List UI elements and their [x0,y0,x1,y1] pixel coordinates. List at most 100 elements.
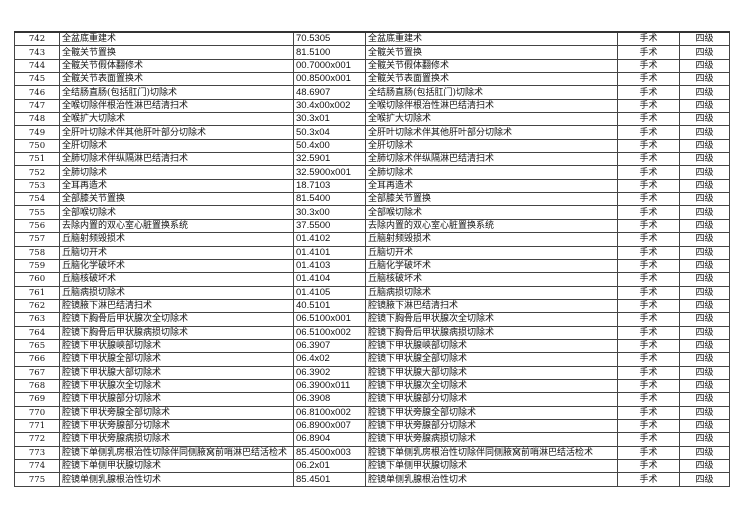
table-row: 761 丘脑病损切除术 01.4105 丘脑病损切除术 手术 四级 [14,285,730,300]
row-number-cell: 744 [14,58,60,74]
row-number-cell: 766 [14,352,60,367]
procedure-name-cell: 全髋关节假体翻修术 [59,58,294,74]
procedure-name-standard-cell: 全肝叶切除术伴其他肝叶部分切除术 [365,125,618,140]
category-cell: 手术 [617,285,680,300]
category-cell: 手术 [617,338,680,354]
level-cell: 四级 [679,178,730,194]
row-number-cell: 765 [14,338,60,354]
category-cell: 手术 [617,138,680,154]
row-number-cell: 772 [14,432,60,447]
procedure-code-cell: 01.4104 [293,272,366,287]
procedure-name-cell: 腔镜下胸骨后甲状腺次全切除术 [59,312,294,327]
procedure-name-cell: 全髋关节置换 [59,45,294,60]
level-cell: 四级 [679,245,730,260]
table-row: 771 腔镜下甲状旁腺部分切除术 06.8900x007 腔镜下甲状旁腺部分切除术 手术… [14,418,730,434]
table-row: 775 腔镜单侧乳腺根治性切术 85.4501 腔镜单侧乳腺根治性切术 手术 四级 [14,472,730,487]
procedure-name-cell: 腔镜下甲状旁腺病损切除术 [59,432,294,447]
procedure-table: 742 全盆底重建术 70.5305 全盆底重建术 手术 四级 743 全髋关节置换 81.51… [14,31,730,487]
level-cell: 四级 [679,58,730,74]
procedure-code-cell: 06.5100x001 [293,312,366,327]
procedure-name-standard-cell: 腔镜下甲状腺全部切除术 [365,352,618,367]
row-number-cell: 775 [14,472,60,487]
procedure-name-cell: 全肝叶切除术伴其他肝叶部分切除术 [59,125,294,140]
procedure-name-standard-cell: 腔镜单侧乳腺根治性切术 [365,472,618,487]
table-row: 774 腔镜下单侧甲状腺切除术 06.2x01 腔镜下单侧甲状腺切除术 手术 四级 [14,458,730,474]
category-cell: 手术 [617,418,680,434]
category-cell: 手术 [617,178,680,194]
procedure-code-cell: 06.3902 [293,365,366,380]
category-cell: 手术 [617,205,680,220]
level-cell: 四级 [679,392,730,407]
procedure-code-cell: 06.8100x002 [293,405,366,420]
table-row: 751 全肺切除术伴纵隔淋巴结清扫术 32.5901 全肺切除术伴纵隔淋巴结清扫术 手术… [14,152,730,167]
procedure-name-cell: 全喉切除伴根治性淋巴结清扫术 [59,98,294,114]
procedure-code-cell: 06.4x02 [293,352,366,367]
category-cell: 手术 [617,112,680,127]
table-row: 764 腔镜下胸骨后甲状腺病损切除术 06.5100x002 腔镜下胸骨后甲状腺病损切… [14,325,730,340]
table-row: 759 丘脑化学破坏术 01.4103 丘脑化学破坏术 手术 四级 [14,258,730,274]
row-number-cell: 767 [14,365,60,380]
category-cell: 手术 [617,232,680,247]
procedure-code-cell: 18.7103 [293,178,366,194]
procedure-code-cell: 32.5900x001 [293,165,366,180]
procedure-code-cell: 00.7000x001 [293,58,366,74]
level-cell: 四级 [679,298,730,314]
row-number-cell: 769 [14,392,60,407]
procedure-name-cell: 腔镜下甲状腺峡部切除术 [59,338,294,354]
procedure-name-standard-cell: 全髋关节置换 [365,45,618,60]
table-row: 767 腔镜下甲状腺大部切除术 06.3902 腔镜下甲状腺大部切除术 手术 四级 [14,365,730,380]
procedure-code-cell: 48.6907 [293,85,366,100]
level-cell: 四级 [679,365,730,380]
row-number-cell: 743 [14,45,60,60]
row-number-cell: 749 [14,125,60,140]
row-number-cell: 760 [14,272,60,287]
procedure-code-cell: 70.5305 [293,31,366,47]
category-cell: 手术 [617,392,680,407]
procedure-name-standard-cell: 腔镜腋下淋巴结清扫术 [365,298,618,314]
procedure-name-standard-cell: 全部膝关节置换 [365,192,618,207]
level-cell: 四级 [679,218,730,234]
procedure-name-cell: 全髋关节表面置换术 [59,72,294,87]
row-number-cell: 773 [14,445,60,461]
procedure-name-standard-cell: 全肝切除术 [365,138,618,154]
level-cell: 四级 [679,285,730,300]
level-cell: 四级 [679,152,730,167]
category-cell: 手术 [617,405,680,420]
procedure-name-cell: 全耳再造术 [59,178,294,194]
table-row: 772 腔镜下甲状旁腺病损切除术 06.8904 腔镜下甲状旁腺病损切除术 手术 四级 [14,432,730,447]
procedure-name-cell: 丘脑切开术 [59,245,294,260]
level-cell: 四级 [679,418,730,434]
level-cell: 四级 [679,378,730,394]
procedure-code-cell: 30.4x00x002 [293,98,366,114]
procedure-code-cell: 06.5100x002 [293,325,366,340]
procedure-name-standard-cell: 腔镜下胸骨后甲状腺病损切除术 [365,325,618,340]
procedure-name-standard-cell: 腔镜下甲状腺部分切除术 [365,392,618,407]
level-cell: 四级 [679,312,730,327]
level-cell: 四级 [679,31,730,47]
procedure-code-cell: 06.8904 [293,432,366,447]
table-row: 770 腔镜下甲状旁腺全部切除术 06.8100x002 腔镜下甲状旁腺全部切除术 手术… [14,405,730,420]
table-row: 763 腔镜下胸骨后甲状腺次全切除术 06.5100x001 腔镜下胸骨后甲状腺次全切… [14,312,730,327]
table-row: 752 全肺切除术 32.5900x001 全肺切除术 手术 四级 [14,165,730,180]
procedure-code-cell: 50.3x04 [293,125,366,140]
table-row: 757 丘脑射频毁损术 01.4102 丘脑射频毁损术 手术 四级 [14,232,730,247]
procedure-name-standard-cell: 全喉扩大切除术 [365,112,618,127]
level-cell: 四级 [679,205,730,220]
level-cell: 四级 [679,432,730,447]
procedure-name-standard-cell: 去除内置的双心室心脏置换系统 [365,218,618,234]
procedure-name-standard-cell: 全髋关节表面置换术 [365,72,618,87]
table-row: 749 全肝叶切除术伴其他肝叶部分切除术 50.3x04 全肝叶切除术伴其他肝叶部分切… [14,125,730,140]
procedure-name-standard-cell: 腔镜下胸骨后甲状腺次全切除术 [365,312,618,327]
row-number-cell: 753 [14,178,60,194]
level-cell: 四级 [679,338,730,354]
row-number-cell: 751 [14,152,60,167]
procedure-code-cell: 81.5100 [293,45,366,60]
procedure-name-cell: 全部喉切除术 [59,205,294,220]
procedure-name-cell: 全喉扩大切除术 [59,112,294,127]
table-row: 769 腔镜下甲状腺部分切除术 06.3908 腔镜下甲状腺部分切除术 手术 四级 [14,392,730,407]
level-cell: 四级 [679,325,730,340]
table-row: 773 腔镜下单侧乳房根治性切除伴同侧腋窝前哨淋巴结活检术 85.4500x003 腔… [14,445,730,461]
level-cell: 四级 [679,138,730,154]
table-row: 755 全部喉切除术 30.3x00 全部喉切除术 手术 四级 [14,205,730,220]
row-number-cell: 750 [14,138,60,154]
